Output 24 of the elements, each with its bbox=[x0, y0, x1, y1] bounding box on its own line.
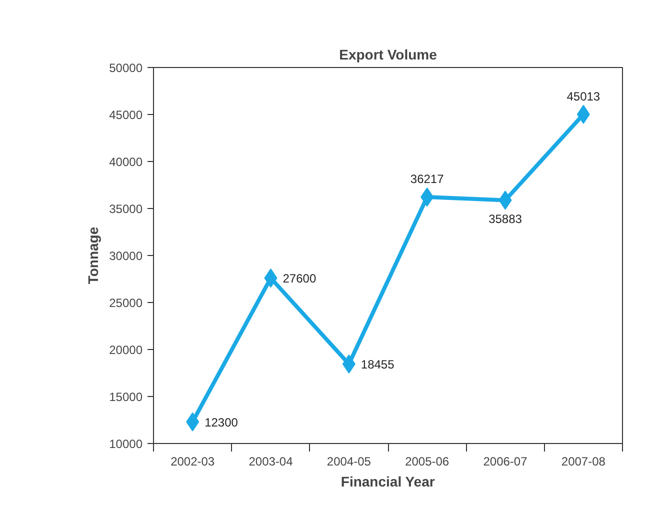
y-tick-label: 25000 bbox=[109, 296, 143, 310]
x-tick-label: 2004-05 bbox=[326, 454, 372, 468]
x-tick-label: 2007-08 bbox=[561, 454, 606, 468]
y-axis-title: Tonnage bbox=[85, 226, 102, 284]
x-tick-label: 2006-07 bbox=[483, 454, 528, 468]
data-label: 27600 bbox=[282, 272, 316, 286]
data-label: 18455 bbox=[360, 358, 395, 372]
y-tick-label: 10000 bbox=[109, 437, 143, 451]
x-tick-label: 2002-03 bbox=[170, 454, 215, 468]
y-tick-label: 15000 bbox=[109, 390, 143, 404]
y-tick-label: 50000 bbox=[109, 61, 143, 75]
x-axis-title: Financial Year bbox=[340, 474, 436, 490]
y-tick-label: 45000 bbox=[109, 108, 143, 122]
x-tick-label: 2005-06 bbox=[405, 454, 450, 468]
data-label: 45013 bbox=[566, 89, 600, 104]
y-tick-label: 20000 bbox=[109, 343, 143, 357]
data-label: 35883 bbox=[488, 212, 522, 226]
data-label: 12300 bbox=[204, 415, 238, 430]
y-tick-label: 30000 bbox=[109, 249, 143, 263]
y-tick-label: 35000 bbox=[109, 202, 143, 216]
x-tick-label: 2003-04 bbox=[248, 454, 294, 468]
chart-title: Export Volume bbox=[339, 46, 438, 62]
y-tick-label: 40000 bbox=[109, 155, 143, 169]
data-label: 36217 bbox=[410, 172, 444, 186]
